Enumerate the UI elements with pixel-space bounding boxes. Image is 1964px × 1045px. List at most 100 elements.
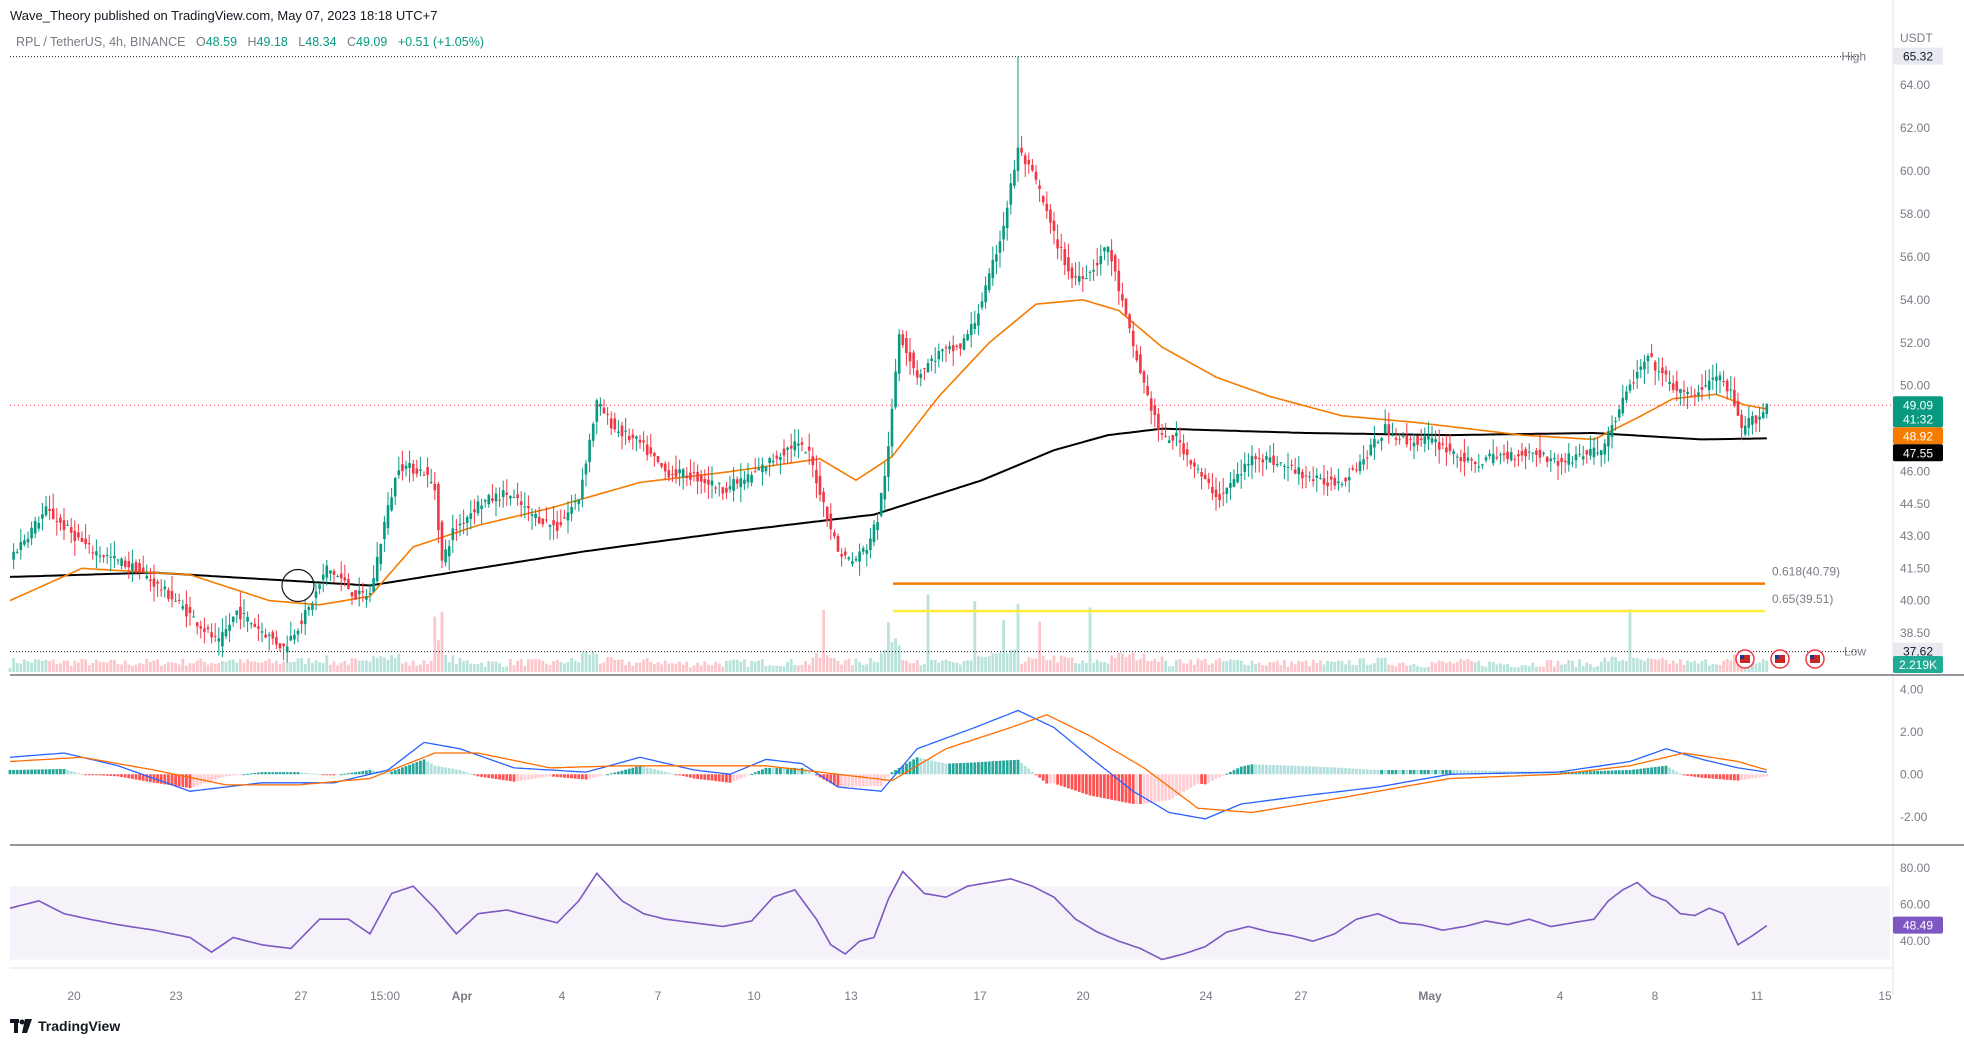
candle-body [930, 358, 933, 361]
time-axis[interactable]: 20 23 27 15:00 Apr 4 7 10 13 17 20 24 27 May 4 8 11 15 [67, 989, 1892, 1003]
macd-histogram-bar [116, 774, 120, 777]
macd-histogram-bar [1189, 774, 1193, 788]
macd-histogram-bar [1671, 769, 1675, 775]
macd-histogram-bar [1632, 769, 1635, 775]
volume-bar [1279, 665, 1283, 672]
candle-body [807, 446, 811, 451]
macd-pane[interactable]: 4.002.000.00-2.00 [8, 682, 1928, 824]
volume-bar [325, 655, 329, 672]
candle-body [1099, 255, 1103, 265]
candle-body [822, 491, 825, 503]
volume-bar [228, 660, 231, 672]
event-flag-icon[interactable] [1735, 649, 1755, 669]
volume-bar [1671, 660, 1675, 672]
candle-body [984, 285, 987, 303]
macd-histogram-bar [1135, 774, 1139, 804]
candle-body [1733, 389, 1736, 406]
candle-body [257, 626, 260, 629]
candle-body [174, 600, 177, 602]
macd-histogram-bar [1110, 774, 1113, 800]
macd-histogram-bar [980, 761, 984, 775]
candle-body [1448, 443, 1452, 451]
candle-body [1344, 477, 1347, 482]
candle-body [494, 493, 498, 502]
macd-histogram-bar [1333, 767, 1337, 775]
volume-bar [401, 663, 404, 672]
macd-histogram-bar [1355, 768, 1358, 775]
volume-bar [663, 660, 667, 672]
volume-bar [617, 659, 620, 672]
candle-body [91, 552, 95, 554]
candles [12, 56, 1769, 663]
macd-histogram-bar [473, 774, 476, 776]
macd-histogram-bar [631, 767, 635, 775]
volume-bar [1135, 660, 1139, 672]
candle-body [329, 570, 332, 574]
macd-histogram-bar [1153, 774, 1157, 803]
event-flag-icon[interactable] [1805, 649, 1825, 669]
price-pane[interactable]: 0.618(40.79)0.65(39.51)64.0062.0060.0058… [8, 47, 1943, 673]
macd-histogram-bar [530, 774, 534, 780]
event-flag-icon[interactable] [1770, 649, 1790, 669]
candle-body [1394, 437, 1398, 440]
macd-histogram-bar [339, 774, 343, 776]
volume-bar [1128, 654, 1131, 672]
macd-histogram-bar [1113, 774, 1117, 801]
candle-body [163, 586, 167, 590]
volume-bar [1383, 657, 1387, 672]
macd-histogram-bar [177, 774, 181, 787]
macd-histogram-bar [696, 774, 699, 779]
macd-histogram-bar [678, 774, 681, 776]
macd-histogram-bar [1247, 765, 1250, 775]
volume-bar [1157, 661, 1160, 672]
macd-histogram-bar [591, 774, 595, 778]
volume-bar [1146, 661, 1149, 672]
volume-bar [689, 667, 692, 672]
macd-histogram-bar [415, 762, 419, 775]
candle-body [653, 452, 656, 457]
macd-histogram-bar [707, 774, 710, 781]
macd-histogram-bar [8, 770, 12, 775]
candle-body [145, 575, 149, 579]
candle-body [271, 632, 275, 639]
volume-bar [1427, 667, 1430, 672]
macd-histogram-bar [62, 768, 66, 775]
candle-body [948, 345, 951, 350]
candle-body [1153, 405, 1157, 416]
volume-bar [1578, 659, 1581, 672]
candle-body [1052, 220, 1056, 231]
volume-bar [915, 659, 919, 672]
volume-bar [1599, 661, 1603, 672]
candle-body [1459, 457, 1463, 462]
ema-fast-value-bg [1893, 427, 1943, 445]
macd-histogram-bar [998, 760, 1002, 775]
volume-bar [1430, 661, 1434, 672]
macd-histogram-bar [653, 769, 656, 775]
macd-histogram-bar [174, 774, 177, 786]
candle-body [1049, 209, 1052, 223]
volume-bar [1441, 661, 1445, 672]
candle-body [1643, 361, 1646, 370]
candle-body [249, 623, 253, 625]
volume-bar [1257, 662, 1261, 672]
macd-histogram-bar [1646, 767, 1650, 775]
candle-body [1736, 401, 1740, 416]
volume-bar [638, 662, 642, 672]
volume-bar [1103, 661, 1106, 672]
macd-histogram-bar [1556, 772, 1560, 775]
time-axis-tick: 11 [1751, 989, 1764, 1003]
candle-body [1556, 461, 1560, 466]
macd-histogram-bar [944, 763, 948, 775]
candle-body [1308, 476, 1311, 478]
macd-histogram-bar [833, 774, 836, 786]
volume-bar [1149, 660, 1153, 672]
macd-histogram-bar [1203, 774, 1207, 785]
macd-histogram-bar [548, 774, 552, 777]
macd-histogram-bar [1265, 764, 1268, 775]
volume-bar [804, 661, 807, 672]
volume-bar [419, 664, 422, 672]
candle-body [1743, 425, 1747, 435]
candle-body [365, 596, 368, 600]
